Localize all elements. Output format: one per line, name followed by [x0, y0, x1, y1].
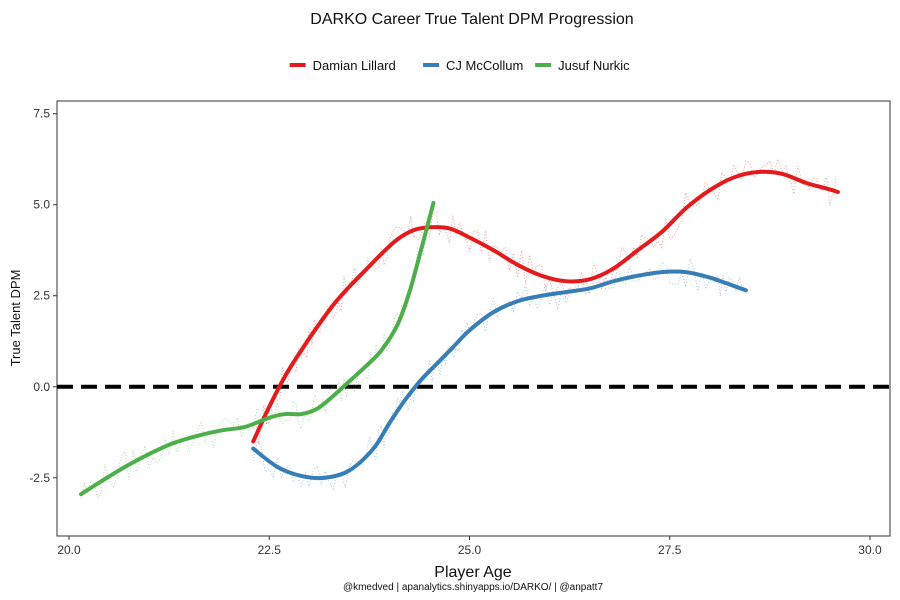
series-layer [79, 157, 840, 500]
legend-label: Damian Lillard [313, 58, 396, 73]
series-noise-jusuf-nurkic [80, 207, 432, 500]
y-tick-label: -2.5 [29, 471, 50, 485]
x-tick-label: 22.5 [258, 543, 282, 557]
y-axis: -2.5 0.0 2.5 5.0 7.5 [29, 107, 57, 485]
x-axis: 20.0 22.5 25.0 27.5 30.0 [57, 536, 882, 557]
x-tick-label: 27.5 [658, 543, 682, 557]
y-tick-label: 5.0 [33, 198, 50, 212]
legend-item-cj-mccollum: CJ McCollum [423, 58, 523, 73]
x-tick-label: 20.0 [57, 543, 81, 557]
x-tick-label: 25.0 [458, 543, 482, 557]
series-noise-damian-lillard [252, 157, 837, 444]
legend-item-damian-lillard: Damian Lillard [289, 58, 396, 73]
legend: Damian Lillard CJ McCollum Jusuf Nurkic [289, 58, 630, 73]
y-axis-title: True Talent DPM [8, 270, 23, 367]
series-noise-cj-mccollum [252, 256, 743, 491]
x-axis-title: Player Age [434, 564, 511, 581]
x-tick-label: 30.0 [858, 543, 882, 557]
y-tick-label: 7.5 [33, 107, 50, 121]
series-line-damian-lillard [251, 169, 840, 444]
plot-area [57, 157, 890, 500]
legend-label: Jusuf Nurkic [558, 58, 630, 73]
chart-title: DARKO Career True Talent DPM Progression [310, 11, 633, 28]
legend-item-jusuf-nurkic: Jusuf Nurkic [535, 58, 630, 73]
series-line-cj-mccollum [251, 269, 748, 481]
series-line-jusuf-nurkic [79, 200, 436, 497]
y-tick-label: 2.5 [33, 289, 50, 303]
plot-panel [56, 100, 891, 537]
chart-caption: @kmedved | apanalytics.shinyapps.io/DARK… [343, 582, 604, 593]
legend-label: CJ McCollum [446, 58, 523, 73]
y-tick-label: 0.0 [33, 380, 50, 394]
